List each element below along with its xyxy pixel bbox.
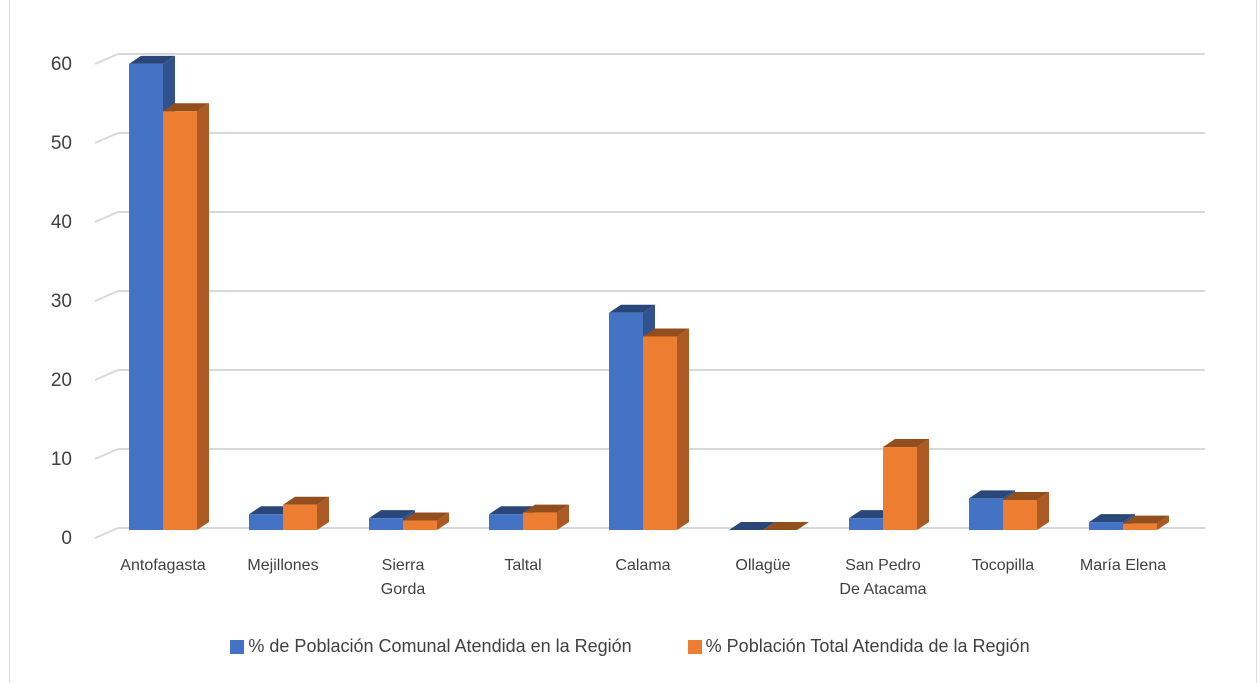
bar-top (729, 522, 775, 530)
legend-item-series-2: % Población Total Atendida de la Región (687, 636, 1030, 657)
gridline-depth (94, 369, 119, 381)
bar-total (523, 512, 557, 530)
bar-chart: 0 10 20 30 40 50 60 Antofagasta Mejillones Sierra… (51, 53, 1205, 598)
bar-side (557, 504, 569, 530)
bar-side (917, 439, 929, 530)
y-tick-label: 30 (51, 291, 72, 312)
bar-top (1003, 491, 1049, 500)
bar-comunal (969, 498, 1003, 530)
bar-top (1089, 514, 1135, 523)
x-tick-label: Mejillones (247, 557, 318, 574)
x-tick-label: Ollagüe (735, 557, 790, 574)
bar-top (283, 496, 329, 505)
bar-comunal (369, 518, 403, 530)
x-tick-label: María Elena (1080, 557, 1166, 574)
y-tick-label: 10 (51, 449, 72, 470)
legend-swatch-orange (687, 639, 702, 654)
legend-swatch-blue (230, 639, 245, 654)
bar-comunal (489, 514, 523, 530)
bar-comunal (609, 312, 643, 530)
x-tick-label: San Pedro De Atacama (839, 557, 926, 598)
y-tick-label: 0 (61, 528, 72, 549)
gridline-depth (94, 448, 119, 460)
x-tick-label: Antofagasta (120, 557, 206, 574)
bar-side (317, 496, 329, 530)
y-tick-label: 40 (51, 212, 72, 233)
bar-top (369, 510, 415, 519)
x-tick-label: Calama (615, 557, 670, 574)
bar-top (129, 55, 175, 64)
y-tick-label: 20 (51, 370, 72, 391)
bar-total (403, 520, 437, 530)
bar-side (437, 512, 449, 530)
bar-top (403, 512, 449, 521)
gridline-depth (94, 53, 119, 65)
x-tick-label: Taltal (504, 557, 541, 574)
legend-label-series-2: % Población Total Atendida de la Región (705, 636, 1030, 656)
bar-side (1157, 515, 1169, 530)
bar-top (763, 522, 809, 530)
gridline-depth (94, 132, 119, 144)
bar-top (523, 504, 569, 513)
bar-total (283, 504, 317, 530)
bar-side (677, 328, 689, 530)
bar-comunal (129, 63, 163, 531)
bar-total (643, 336, 677, 530)
legend-item-series-1: % de Población Comunal Atendida en la Re… (230, 636, 632, 657)
legend: % de Población Comunal Atendida en la Re… (0, 636, 1260, 657)
gridline-depth (94, 290, 119, 302)
x-tick-label: Tocopilla (972, 557, 1034, 574)
bar-top (643, 328, 689, 337)
y-tick-label: 60 (51, 54, 72, 75)
bar-top (163, 103, 209, 112)
bar-total (883, 447, 917, 530)
bar-comunal (249, 514, 283, 530)
bar-top (1123, 515, 1169, 524)
gridline-depth (94, 527, 119, 539)
bar-top (489, 506, 535, 515)
chart-frame (9, 0, 1257, 683)
bar-top (883, 439, 929, 448)
bar-total (163, 111, 197, 531)
bar-side (197, 103, 209, 531)
x-tick-label: Sierra Gorda (381, 557, 426, 598)
bar-comunal (849, 518, 883, 530)
legend-label-series-1: % de Población Comunal Atendida en la Re… (248, 636, 632, 656)
bar-total (1123, 523, 1157, 530)
y-tick-label: 50 (51, 133, 72, 154)
gridline-depth (94, 211, 119, 223)
bar-side (1037, 491, 1049, 530)
bar-comunal (1089, 522, 1123, 530)
bar-total (1003, 499, 1037, 530)
bar-top (609, 304, 655, 313)
bar-top (969, 490, 1015, 499)
